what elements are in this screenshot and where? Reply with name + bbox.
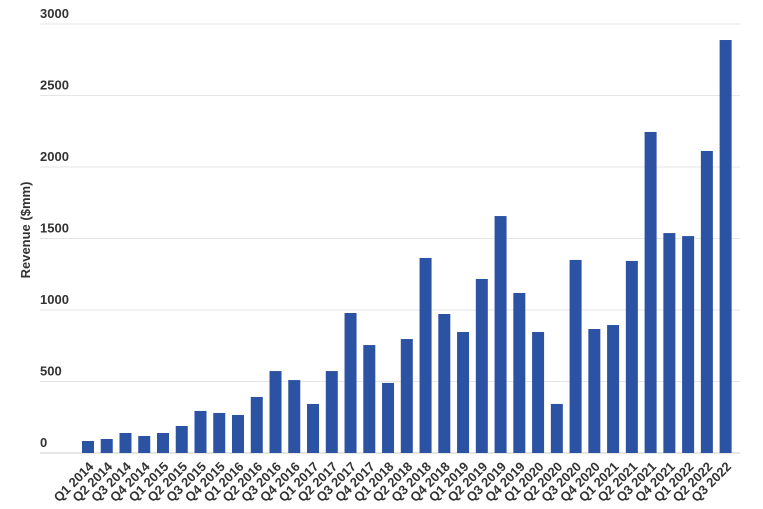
- bar: [700, 150, 713, 453]
- bar: [494, 216, 507, 453]
- bar: [213, 412, 226, 453]
- bar: [175, 425, 188, 453]
- y-tick-label: 1500: [40, 221, 69, 236]
- bar: [232, 414, 245, 453]
- bar: [288, 380, 301, 453]
- bar: [569, 259, 582, 453]
- bar: [156, 432, 169, 453]
- bar: [307, 403, 320, 453]
- y-axis-label: Revenue ($mm): [18, 182, 33, 279]
- bar: [325, 371, 338, 453]
- y-tick-label: 0: [40, 435, 47, 450]
- y-tick-label: 2500: [40, 78, 69, 93]
- bar: [250, 396, 263, 453]
- bar: [550, 403, 563, 453]
- bar: [400, 339, 413, 453]
- bar: [663, 233, 676, 453]
- bar: [475, 278, 488, 453]
- bar: [457, 332, 470, 453]
- bar: [81, 440, 94, 453]
- bar: [119, 432, 132, 453]
- bar: [419, 257, 432, 453]
- bar: [719, 40, 732, 454]
- bar: [625, 260, 638, 453]
- y-tick-label: 3000: [40, 6, 69, 21]
- y-tick-label: 1000: [40, 292, 69, 307]
- bar: [363, 345, 376, 453]
- bar: [100, 438, 113, 453]
- y-tick-label: 2000: [40, 149, 69, 164]
- bar: [194, 410, 207, 453]
- bar: [588, 329, 601, 453]
- bar: [269, 371, 282, 453]
- bar: [607, 325, 620, 453]
- bar: [344, 313, 357, 453]
- bar: [382, 382, 395, 453]
- y-tick-label: 500: [40, 364, 62, 379]
- bar: [532, 332, 545, 453]
- bar: [138, 435, 151, 453]
- bar: [438, 314, 451, 453]
- bar: [644, 131, 657, 453]
- bar: [513, 292, 526, 453]
- bar: [682, 236, 695, 453]
